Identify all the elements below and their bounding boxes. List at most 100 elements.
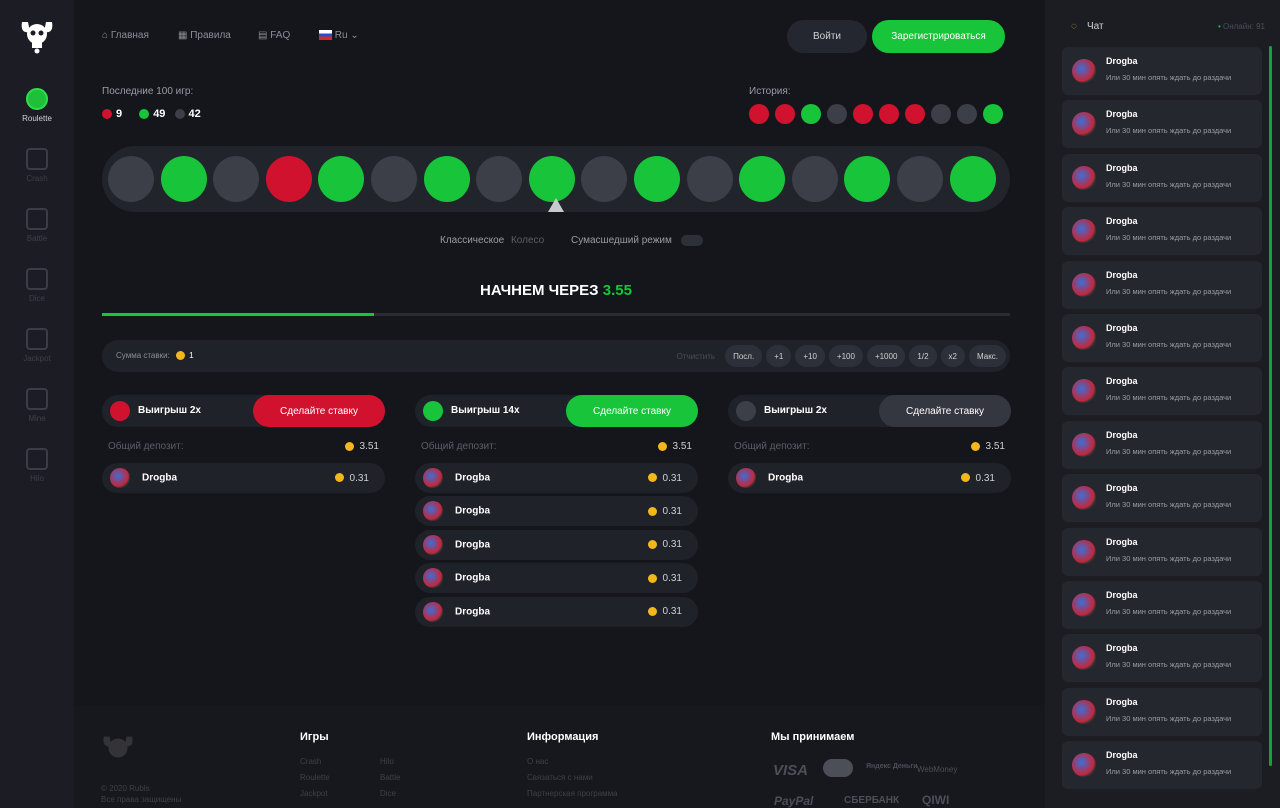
avatar [423,601,443,622]
footer: © 2020 Rubls Все права защищены Игры Cra… [74,705,1045,808]
gray-dot-icon [174,109,185,120]
wheel-red-cell [265,156,312,202]
avatar[interactable] [1072,646,1096,671]
avatar[interactable] [1072,486,1096,511]
history-red-result-icon [879,104,899,124]
stake-chip-button[interactable]: Посл. [725,345,763,367]
mode-crazy-label: Сумасшедший режим [571,235,672,247]
bet-row: Drogba 0.31 [415,463,698,493]
chat-message: Drogba Или 30 мин опять ждать до раздачи [1062,581,1262,629]
mode-wheel[interactable]: Колесо [510,235,545,247]
stake-chip-button[interactable]: Макс. [968,345,1006,367]
footer-link[interactable]: О нас [527,757,549,766]
chat-scrollbar[interactable] [1269,46,1272,766]
sidebar-item-mine[interactable]: Mine [0,388,74,423]
qiwi-logo: QIWI [922,793,950,807]
sidebar-item-dice[interactable]: Dice [0,268,74,303]
history-red-result-icon [775,104,795,124]
footer-link[interactable]: Партнерская программа [527,789,618,798]
sidebar: Roulette Crash Battle Dice Jackpot Mine Hilo [0,0,74,808]
visa-logo: VISA [773,762,809,779]
avatar[interactable] [1072,219,1096,244]
avatar[interactable] [1072,112,1096,137]
history-gray-result-icon [931,104,951,124]
footer-link[interactable]: Crash [300,757,322,766]
sberbank-logo: СБЕРБАНК [844,795,900,806]
stats-label: Последние 100 игр: [102,86,194,97]
nav-faq[interactable]: ▤ FAQ [258,30,291,41]
place-bet-button[interactable]: Сделайте ставку [566,395,698,427]
avatar[interactable] [1072,432,1096,457]
yandex-money-logo: Яндекс Деньги [866,763,918,770]
wheel-green-cell [318,156,365,202]
avatar[interactable] [1072,326,1096,350]
footer-link[interactable]: Hilo [380,757,394,766]
coin-icon [647,540,657,550]
stake-chip-button[interactable]: +100 [828,345,863,367]
stake-chip-button[interactable]: +1 [766,345,792,367]
login-button[interactable]: Войти [787,20,867,53]
avatar[interactable] [1072,272,1096,297]
hilo-icon [26,448,48,470]
avatar[interactable] [1072,379,1096,404]
history-red-result-icon [905,104,925,124]
stake-chip-button[interactable]: +1000 [866,345,906,367]
language-select[interactable]: Ru ⌄ [319,30,359,41]
stake-chip-button[interactable]: 1/2 [909,345,937,367]
wheel-green-cell [528,156,575,202]
chat-message: Drogba Или 30 мин опять ждать до раздачи [1062,634,1262,683]
avatar[interactable] [1072,753,1096,778]
sidebar-item-hilo[interactable]: Hilo [0,448,74,483]
history-red-result-icon [749,104,769,124]
avatar[interactable] [1072,593,1096,617]
history-list [749,104,1003,124]
wheel-green-cell [633,156,680,202]
mode-classic[interactable]: Классическое [440,235,505,247]
column-title: Выигрыш 2x [138,405,201,416]
footer-link[interactable]: Roulette [300,773,330,782]
place-bet-button[interactable]: Сделайте ставку [253,395,385,427]
footer-pay-title: Мы принимаем [771,731,855,743]
avatar[interactable] [1072,165,1096,190]
bet-column-red: Выигрыш 2x Сделайте ставку Общий депозит: 3… [102,395,385,496]
wheel-green-cell [844,156,891,202]
footer-link[interactable]: Jackpot [300,789,328,798]
sidebar-item-jackpot[interactable]: Jackpot [0,328,74,363]
chat-message: Drogba Или 30 мин опять ждать до раздачи [1062,207,1262,256]
timer: НАЧНЕМ ЧЕРЕЗ 3.55 [480,282,632,299]
stake-value[interactable]: 1 [189,351,194,360]
footer-link[interactable]: Связаться с нами [527,773,593,782]
nav-home[interactable]: ⌂ Главная [102,30,149,41]
wheel-gray-cell [476,156,523,202]
jester-skull-logo[interactable] [18,16,56,54]
stake-chip-button[interactable]: +10 [795,345,825,367]
place-bet-button[interactable]: Сделайте ставку [879,395,1011,427]
avatar[interactable] [1072,59,1096,83]
history-gray-result-icon [827,104,847,124]
coin-icon [334,473,344,483]
crazy-mode-toggle[interactable] [680,235,703,246]
clear-button[interactable]: Отчистить [676,351,716,361]
avatar[interactable] [1072,539,1096,564]
register-button[interactable]: Зарегистрироваться [872,20,1005,53]
deposit-label: Общий депозит: [421,441,497,452]
sidebar-item-crash[interactable]: Crash [0,148,74,183]
chat-message: Drogba Или 30 мин опять ждать до раздачи [1062,260,1262,309]
green-dot-icon [139,109,150,120]
sidebar-item-battle[interactable]: Battle [0,208,74,243]
wheel-gray-cell [896,156,943,202]
footer-link[interactable]: Dice [380,789,397,798]
sidebar-item-roulette[interactable]: Roulette [0,88,74,123]
avatar[interactable] [1072,699,1096,724]
mastercard-logo: mastercard [823,759,853,777]
history-label: История: [749,86,791,97]
nav-rules[interactable]: ▦ Правила [178,30,231,41]
footer-logo [103,736,133,758]
chat-panel: ◌ Чат • Онлайн: 91 Drogba Или 30 мин опят… [1045,0,1280,808]
avatar [423,501,443,522]
stake-chip-button[interactable]: x2 [940,345,965,367]
footer-link[interactable]: Battle [380,773,401,782]
history-green-result-icon [801,104,821,124]
deposit-label: Общий депозит: [734,441,810,452]
chat-message: Drogba Или 30 мин опять ждать до раздачи [1062,741,1262,790]
